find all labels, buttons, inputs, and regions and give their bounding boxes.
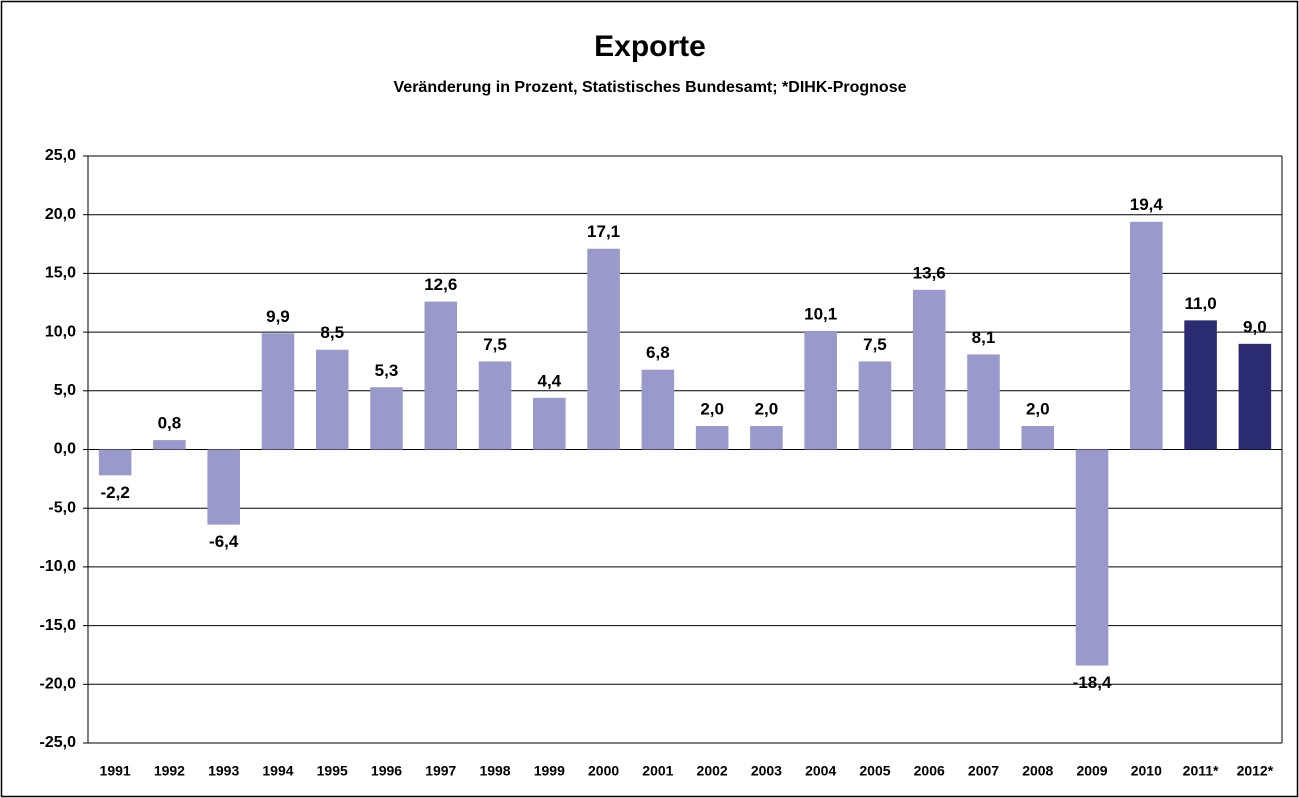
x-tick-label: 2010: [1131, 763, 1162, 779]
y-tick-label: 20,0: [45, 206, 76, 223]
y-tick-label: -5,0: [48, 499, 76, 516]
x-tick-label: 1994: [262, 763, 293, 779]
bar: [912, 289, 946, 450]
bar: [207, 449, 240, 525]
y-tick-label: 10,0: [45, 323, 76, 340]
chart-subtitle: Veränderung in Prozent, Statistisches Bu…: [394, 79, 907, 96]
y-tick-label: -10,0: [40, 558, 77, 575]
x-tick-label: 1996: [371, 763, 402, 779]
x-tick-label: 2003: [751, 763, 782, 779]
value-label: 12,6: [424, 275, 457, 294]
bar: [750, 426, 783, 450]
bar: [98, 449, 132, 476]
value-label: 7,5: [483, 335, 507, 354]
bar: [1130, 221, 1163, 450]
x-tick-label: 1991: [100, 763, 131, 779]
bar: [858, 361, 892, 450]
y-tick-label: -15,0: [40, 617, 77, 634]
value-label: 8,5: [320, 323, 344, 342]
value-label: 6,8: [646, 343, 670, 362]
value-label: 5,3: [375, 361, 399, 380]
y-tick-label: 15,0: [45, 265, 76, 282]
value-label: 2,0: [755, 400, 779, 419]
value-label: 2,0: [1026, 400, 1050, 419]
x-tick-label: 2002: [697, 763, 728, 779]
chart-title: Exporte: [594, 30, 706, 63]
value-label: -18,4: [1073, 673, 1112, 692]
value-label: 7,5: [863, 335, 887, 354]
value-label: 13,6: [913, 263, 946, 282]
bar: [153, 440, 186, 450]
x-tick-label: 1997: [425, 763, 456, 779]
value-label: 19,4: [1130, 195, 1164, 214]
x-tick-label: 2011*: [1183, 763, 1219, 779]
y-tick-label: 5,0: [54, 382, 76, 399]
value-label: 9,9: [266, 307, 290, 326]
bar: [1021, 426, 1055, 450]
bar: [1238, 343, 1272, 450]
value-label: 11,0: [1185, 294, 1217, 313]
bar: [533, 397, 566, 450]
x-tick-label: 1992: [154, 763, 185, 779]
y-tick-label: 0,0: [54, 441, 76, 458]
value-label: 8,1: [972, 328, 996, 347]
x-tick-label: 1995: [317, 763, 348, 779]
bar: [1184, 320, 1217, 450]
y-tick-label: -20,0: [40, 676, 77, 693]
x-tick-label: 2007: [968, 763, 999, 779]
bar: [804, 330, 837, 450]
value-label: 0,8: [158, 414, 182, 433]
x-tick-label: 1998: [479, 763, 510, 779]
bar: [370, 387, 403, 450]
bar: [695, 426, 729, 450]
x-tick-label: 2005: [859, 763, 890, 779]
bar: [967, 354, 1000, 450]
value-label: 17,1: [587, 222, 620, 241]
y-tick-label: -25,0: [40, 734, 77, 751]
x-tick-label: 1999: [534, 763, 565, 779]
bar: [424, 301, 458, 450]
value-label: 4,4: [537, 371, 561, 390]
x-tick-label: 2009: [1076, 763, 1107, 779]
x-tick-label: 2000: [588, 763, 619, 779]
value-label: 2,0: [700, 400, 724, 419]
x-tick-label: 2001: [642, 763, 673, 779]
value-label: 10,1: [804, 304, 837, 323]
bar: [1075, 449, 1109, 666]
bar: [261, 333, 295, 450]
x-tick-label: 2008: [1022, 763, 1053, 779]
bar: [478, 361, 512, 450]
value-label: -6,4: [209, 532, 239, 551]
bar: [587, 248, 620, 450]
value-label: -2,2: [100, 483, 129, 502]
y-tick-label: 25,0: [45, 147, 76, 164]
x-tick-label: 2004: [805, 763, 836, 779]
x-tick-label: 1993: [208, 763, 239, 779]
x-tick-label: 2006: [914, 763, 945, 779]
x-tick-label: 2012*: [1237, 763, 1274, 779]
value-label: 9,0: [1243, 317, 1267, 336]
bar: [641, 369, 675, 450]
bar: [315, 349, 349, 450]
